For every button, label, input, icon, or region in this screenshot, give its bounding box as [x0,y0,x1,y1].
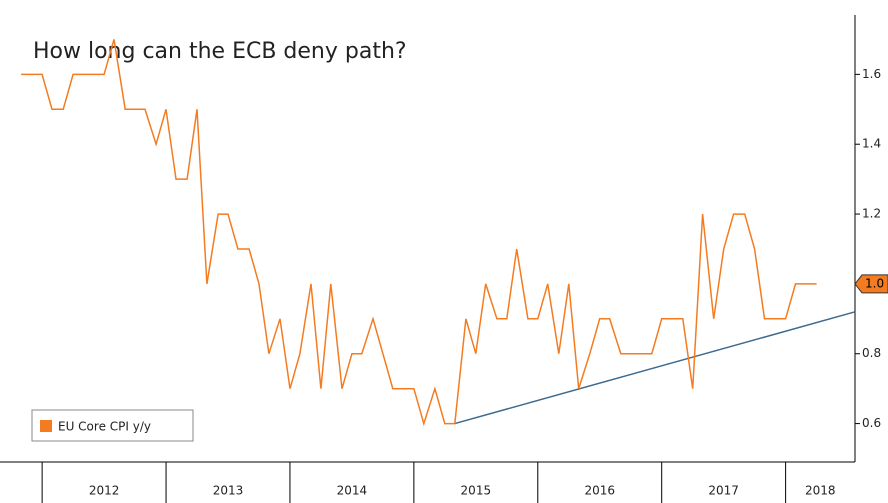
x-tick-label: 2016 [584,484,615,498]
legend-swatch [40,420,52,432]
legend-box [31,409,194,442]
trend-line [454,311,856,425]
series-line [21,39,817,427]
y-tick-label: 1.6 [862,67,881,81]
x-tick-label: 2018 [805,484,836,498]
y-tick-label: 0.6 [862,416,881,430]
x-tick-label: 2015 [461,484,492,498]
y-tick-label: 0.8 [862,346,881,360]
x-tick-label: 2017 [708,484,739,498]
last-value-badge [854,274,888,294]
legend-label: EU Core CPI y/y [58,420,151,434]
x-tick-label: 2014 [337,484,368,498]
legend: EU Core CPI y/y [31,409,194,442]
x-tick-label: 2012 [89,484,120,498]
last-value-label: 1.0 [865,276,884,290]
chart-title: How long can the ECB deny path? [33,39,407,64]
y-tick-label: 1.2 [862,207,881,221]
y-tick-label: 1.4 [862,137,881,151]
x-tick-label: 2013 [213,484,244,498]
